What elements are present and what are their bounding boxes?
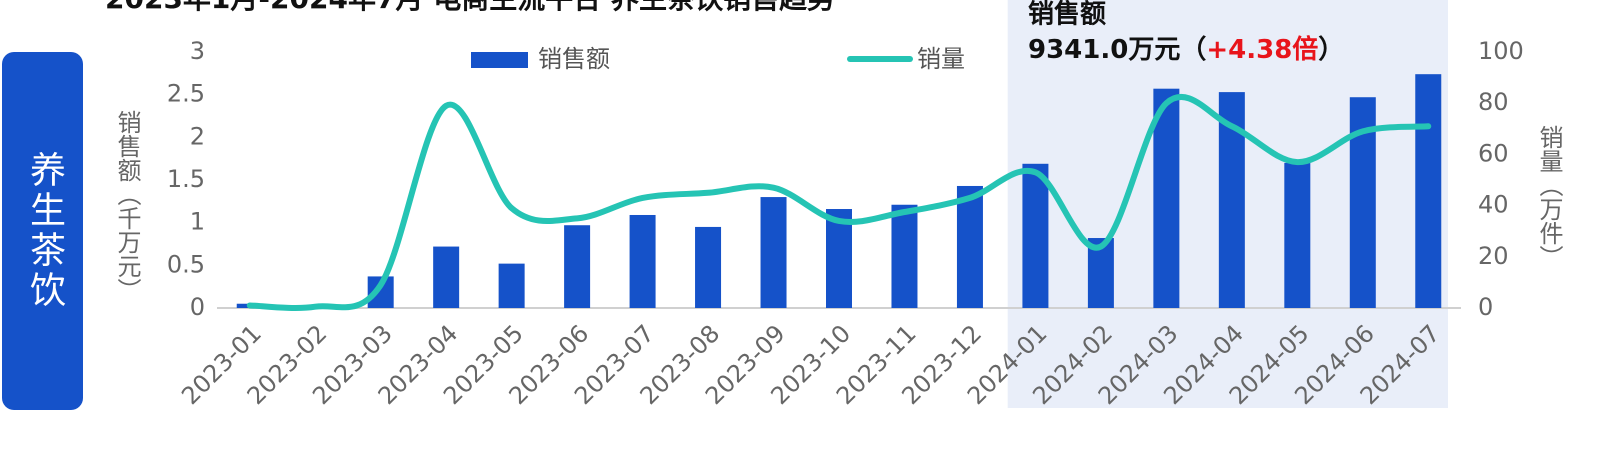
- y-tick-label: 1.5: [167, 165, 205, 193]
- annotation-value-line: 9341.0万元（+4.38倍）: [1028, 34, 1344, 65]
- y2-axis-label: 销量（万件）: [1535, 125, 1563, 269]
- bar: [1284, 162, 1311, 308]
- y-tick-label: 0: [190, 293, 205, 321]
- bar: [498, 263, 525, 308]
- bar: [1153, 88, 1180, 309]
- legend-label: 销售额: [538, 45, 610, 73]
- annotation-paren: （: [1180, 35, 1206, 65]
- bar: [564, 225, 591, 308]
- y2-tick-label: 0: [1478, 293, 1493, 321]
- bar: [695, 226, 722, 308]
- y2-tick-label: 80: [1478, 88, 1509, 116]
- side-box: [2, 52, 83, 410]
- annotation-paren: ）: [1318, 35, 1344, 65]
- y2-tick-label: 20: [1478, 242, 1509, 270]
- legend-swatch: [471, 52, 528, 68]
- chart-title: 2023年1月-2024年7月 电商主流平台 养生茶饮销售趋势: [105, 0, 835, 15]
- bar: [826, 209, 852, 308]
- y-tick-label: 3: [190, 37, 205, 65]
- y-axis-label: 销售额（千万元）: [113, 110, 141, 302]
- annotation-change: +4.38倍: [1206, 34, 1318, 65]
- y-tick-label: 1: [190, 208, 205, 236]
- bar: [891, 204, 918, 308]
- line: [246, 93, 1432, 311]
- bar: [1022, 163, 1049, 308]
- y-tick-label: 2: [190, 122, 205, 150]
- y2-tick-label: 40: [1478, 191, 1509, 219]
- bar: [1415, 74, 1442, 308]
- annotation-label: 销售额: [1028, 0, 1106, 30]
- bar: [433, 246, 460, 308]
- y-tick-label: 0.5: [167, 250, 205, 278]
- annotation-value: 9341.0万元: [1028, 35, 1180, 65]
- side-label: 养生茶饮: [24, 151, 66, 311]
- y2-tick-label: 100: [1478, 37, 1524, 65]
- y2-tick-label: 60: [1478, 139, 1509, 167]
- bar: [956, 185, 983, 308]
- legend-label: 销量: [917, 45, 965, 73]
- bar: [629, 214, 656, 308]
- y-tick-label: 2.5: [167, 80, 205, 108]
- bar: [760, 197, 787, 308]
